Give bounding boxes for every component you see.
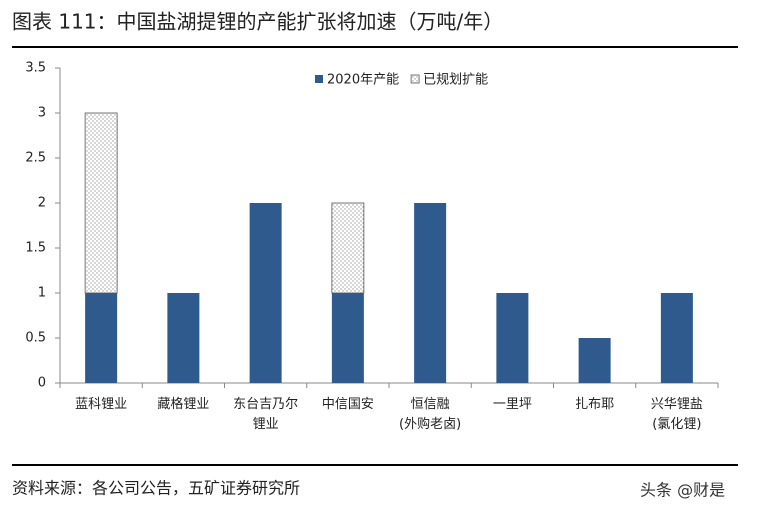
y-tick-label: 0.5 — [25, 331, 46, 346]
bar-segment — [660, 293, 693, 383]
y-tick-label: 3 — [38, 106, 46, 121]
legend-swatch — [315, 75, 323, 83]
x-tick-label: 东台吉乃尔 锂业 — [233, 397, 299, 432]
bar-segment — [167, 293, 200, 383]
x-tick-label: 扎布耶 — [575, 397, 615, 412]
y-tick-label: 0 — [38, 376, 46, 391]
source: 资料来源：各公司公告，五矿证券研究所 — [12, 479, 300, 498]
bar-segment — [414, 203, 447, 383]
y-tick-label: 1.5 — [25, 241, 46, 256]
y-tick-label: 2 — [38, 196, 46, 211]
x-tick-label: 一里坪 — [492, 397, 532, 412]
bar-segment — [331, 293, 364, 383]
bar-segment — [496, 293, 529, 383]
legend-label: 已规划扩能 — [423, 73, 488, 88]
legend-label: 2020年产能 — [327, 73, 399, 88]
x-tick-label: 中信国安 — [321, 397, 374, 412]
watermark: 头条 @财是 — [640, 481, 725, 500]
y-tick-label: 1 — [38, 286, 46, 301]
bar-segment — [249, 203, 282, 383]
bar-segment — [84, 112, 118, 294]
legend-swatch — [410, 74, 420, 84]
y-tick-label: 3.5 — [25, 61, 46, 76]
x-tick-label: 蓝科锂业 — [75, 397, 128, 412]
bar-segment — [85, 293, 118, 383]
chart-title: 图表 111：中国盐湖提锂的产能扩张将加速（万吨/年） — [12, 10, 503, 34]
x-tick-label: 藏格锂业 — [157, 397, 210, 412]
bar-segment — [578, 338, 611, 383]
bar-segment — [331, 202, 365, 294]
x-tick-label: 恒信融 (外购老卤) — [399, 397, 462, 432]
y-tick-label: 2.5 — [25, 151, 46, 166]
x-tick-label: 兴华锂盐 (氯化锂) — [650, 397, 703, 432]
